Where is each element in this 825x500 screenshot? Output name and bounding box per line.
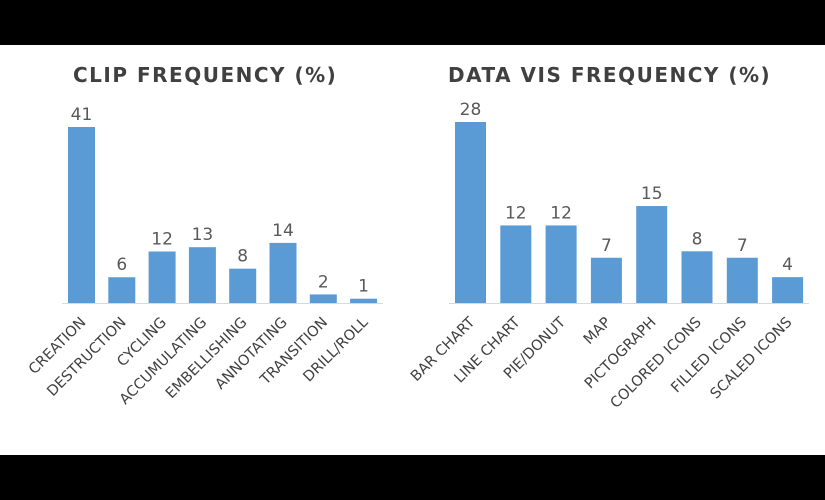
- bar: [681, 251, 713, 303]
- data-label: 7: [601, 236, 612, 256]
- bar: [545, 225, 577, 303]
- bar: [455, 122, 486, 303]
- bar: [68, 127, 95, 303]
- data-label: 7: [737, 236, 748, 256]
- data-label: 8: [237, 247, 248, 267]
- bar-charts-svg: 41CREATION6DESTRUCTION12CYCLING13ACCUMUL…: [26, 100, 810, 412]
- bar: [772, 277, 804, 303]
- bar: [350, 298, 378, 303]
- data-label: 15: [641, 184, 663, 204]
- data-label: 13: [192, 225, 214, 245]
- bar: [590, 257, 622, 303]
- data-label: 14: [272, 221, 294, 241]
- chart-title-clip-frequency: CLIP FREQUENCY (%): [73, 63, 338, 87]
- bar: [148, 251, 176, 303]
- category-label: SCALED ICONS: [708, 315, 796, 403]
- category-label: ANNOTATING: [212, 315, 290, 393]
- data-label: 12: [151, 229, 173, 249]
- bar: [500, 225, 532, 303]
- bar: [309, 294, 337, 303]
- chart-1: 41CREATION6DESTRUCTION12CYCLING13ACCUMUL…: [26, 105, 384, 408]
- data-label: 1: [358, 277, 369, 297]
- bar: [188, 247, 216, 303]
- data-label: 4: [782, 255, 793, 275]
- bar: [636, 206, 668, 303]
- data-label: 12: [550, 203, 572, 223]
- data-label: 12: [505, 203, 527, 223]
- data-label: 28: [460, 100, 482, 120]
- bar: [269, 242, 297, 303]
- bar: [108, 277, 136, 303]
- bar: [229, 268, 257, 303]
- bar: [726, 257, 758, 303]
- chart-title-data-vis-frequency: DATA VIS FREQUENCY (%): [448, 63, 772, 87]
- data-label: 8: [692, 229, 703, 249]
- category-label: MAP: [581, 314, 615, 348]
- data-label: 41: [71, 105, 93, 125]
- data-label: 2: [318, 272, 329, 292]
- chart-canvas: CLIP FREQUENCY (%) DATA VIS FREQUENCY (%…: [0, 45, 825, 455]
- data-label: 6: [116, 255, 127, 275]
